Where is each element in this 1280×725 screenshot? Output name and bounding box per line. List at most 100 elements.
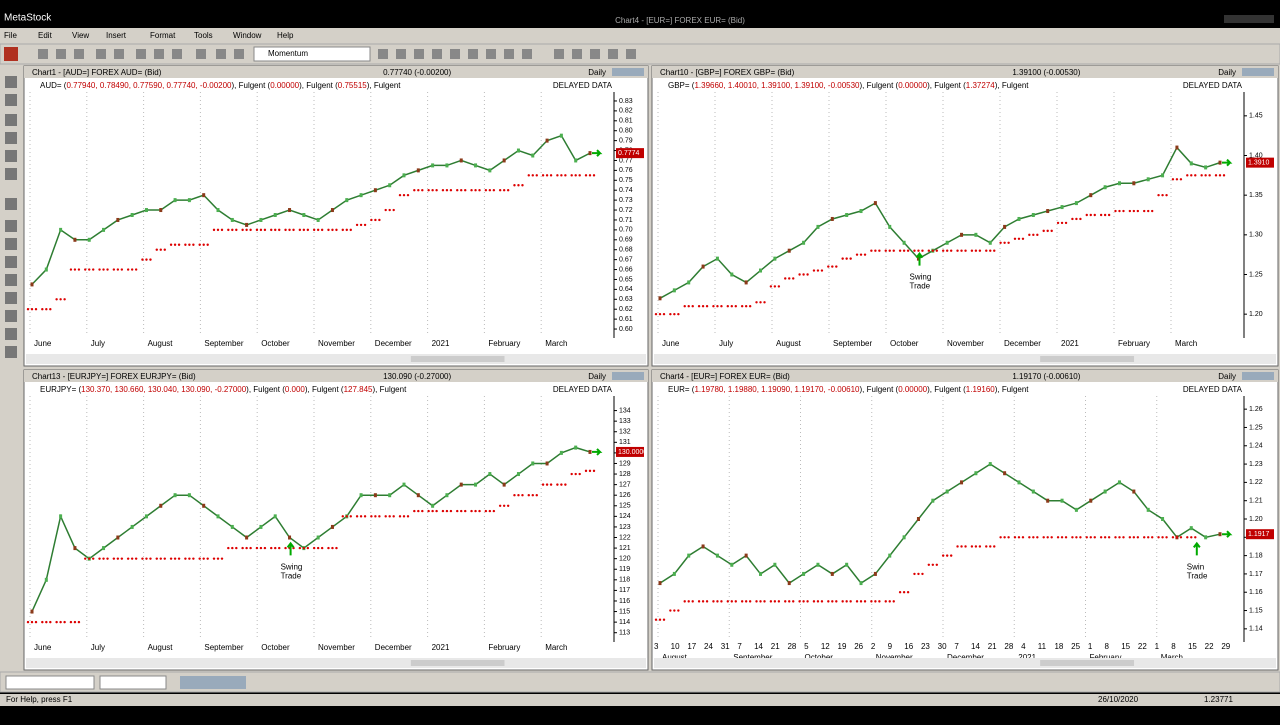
- stop-dot: [59, 298, 62, 301]
- menu-item[interactable]: File: [4, 31, 17, 40]
- y-tick-label: 127: [619, 481, 631, 488]
- x-tick-label: August: [148, 339, 174, 348]
- menu-item[interactable]: Insert: [106, 31, 127, 40]
- x-day-label: 21: [988, 642, 997, 651]
- stop-dot: [320, 546, 324, 550]
- scrollbar[interactable]: [654, 658, 1276, 668]
- price-point: [102, 546, 106, 551]
- stop-dot: [701, 305, 705, 308]
- price-point: [245, 222, 249, 227]
- indicator-select[interactable]: [253, 46, 371, 62]
- info-part: 0.00000: [898, 81, 927, 90]
- stop-dot: [1013, 536, 1017, 539]
- stop-dot: [288, 228, 291, 232]
- stop-dot: [1046, 536, 1049, 539]
- stop-dot: [112, 268, 116, 271]
- stop-dot: [206, 557, 209, 560]
- scroll-thumb[interactable]: [410, 356, 505, 362]
- price-point: [187, 198, 191, 203]
- stop-dot: [413, 189, 416, 192]
- scroll-thumb[interactable]: [410, 660, 505, 666]
- window-buttons[interactable]: [1242, 68, 1274, 76]
- stop-dot: [398, 515, 402, 518]
- line-style-select[interactable]: [5, 675, 95, 690]
- stop-dot: [1194, 536, 1197, 539]
- scrollbar[interactable]: [654, 354, 1276, 364]
- menu-item[interactable]: Window: [233, 31, 262, 40]
- stop-dot: [249, 228, 252, 232]
- menu-item[interactable]: Tools: [194, 31, 213, 40]
- stop-dot: [126, 557, 130, 560]
- line-width-select[interactable]: [99, 675, 167, 690]
- stop-dot: [69, 620, 73, 624]
- price-point: [273, 213, 277, 217]
- info-part: ), Fulgent: [995, 385, 1030, 394]
- price-point: [531, 461, 535, 466]
- x-day-label: 8: [1105, 642, 1110, 651]
- stop-dot: [384, 515, 387, 518]
- stop-dot: [849, 257, 852, 260]
- price-point: [116, 217, 120, 222]
- stop-dot: [284, 228, 287, 232]
- stop-dot: [927, 563, 931, 566]
- price-box: [1246, 157, 1274, 168]
- window-buttons[interactable]: [1224, 15, 1274, 23]
- price-point: [559, 450, 563, 455]
- menu-item[interactable]: Edit: [38, 31, 53, 40]
- info-part: 1.19780, 1.19880, 1.19090, 1.19170, -0.0…: [694, 385, 860, 394]
- chart-window: [23, 369, 649, 671]
- price-point: [531, 153, 535, 158]
- scrollbar[interactable]: [26, 658, 646, 668]
- stop-dot: [535, 494, 538, 497]
- stop-dot: [588, 174, 592, 177]
- stop-dot: [456, 189, 459, 192]
- price-point: [845, 562, 849, 567]
- stop-dot: [1151, 209, 1154, 213]
- stop-dot: [392, 208, 395, 212]
- x-day-label: 7: [737, 642, 742, 651]
- window-buttons[interactable]: [612, 68, 644, 76]
- toolbar: [0, 43, 1280, 65]
- stop-dot: [570, 174, 573, 177]
- menu-item[interactable]: View: [72, 31, 89, 40]
- toolbar-icons: [38, 49, 636, 59]
- scroll-thumb[interactable]: [1040, 356, 1135, 362]
- stop-dot: [1114, 209, 1117, 213]
- x-tick-label: February: [1118, 339, 1150, 348]
- stop-dot: [1036, 536, 1039, 539]
- price-point: [388, 493, 392, 498]
- logo-button[interactable]: [4, 47, 18, 61]
- stop-dot: [331, 546, 334, 550]
- x-day-label: 5: [804, 642, 809, 651]
- window-buttons[interactable]: [1242, 372, 1274, 380]
- color-palette[interactable]: [180, 676, 246, 689]
- price-point: [259, 524, 263, 529]
- scrollbar[interactable]: [26, 354, 646, 364]
- stop-dot: [744, 305, 748, 308]
- stop-dot: [435, 189, 438, 192]
- scroll-thumb[interactable]: [1040, 660, 1135, 666]
- window-buttons[interactable]: [612, 372, 644, 380]
- annotation: Swin: [1187, 562, 1204, 571]
- stop-dot: [278, 546, 281, 550]
- price-point: [787, 248, 791, 253]
- stop-dot: [777, 285, 781, 288]
- stop-dot: [1107, 213, 1111, 217]
- price-point: [30, 609, 34, 614]
- price-point: [715, 553, 719, 558]
- x-tick-label: July: [91, 339, 105, 348]
- stop-dot: [730, 305, 733, 308]
- stop-dot: [449, 189, 453, 192]
- info-part: 0.77940, 0.78490, 0.77590, 0.77740, -0.0…: [66, 81, 232, 90]
- stop-dot: [1017, 237, 1021, 240]
- menu-item[interactable]: Format: [150, 31, 176, 40]
- stop-dot: [470, 509, 473, 513]
- menu-item[interactable]: Help: [277, 31, 294, 40]
- stop-dot: [63, 620, 66, 624]
- stop-dot: [1132, 209, 1136, 213]
- price-point: [974, 471, 978, 476]
- stop-dot: [98, 557, 101, 560]
- stop-dot: [654, 618, 658, 621]
- info-part: 127.845: [344, 385, 373, 394]
